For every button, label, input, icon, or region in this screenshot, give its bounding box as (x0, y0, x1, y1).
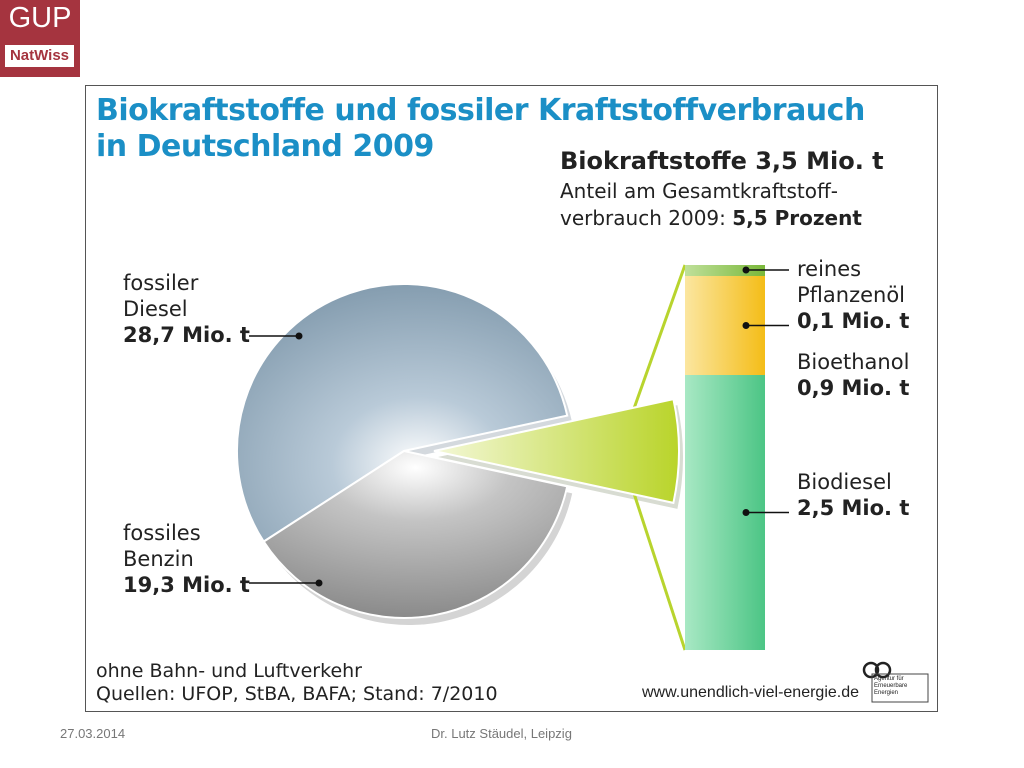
pie-slice-biokraftstoffe (433, 397, 680, 505)
biofuel-share: Anteil am Gesamtkraftstoff- verbrauch 20… (560, 178, 920, 232)
connector-line-top (632, 264, 687, 409)
pie-slice-fossiler-diesel (235, 283, 569, 543)
leader-dot-benzin (315, 579, 323, 587)
biofuel-share-line-1: Anteil am Gesamtkraftstoff- (560, 179, 838, 203)
logo-bottom-text: NatWiss (5, 45, 74, 67)
note-line-1: ohne Bahn- und Luftverkehr (96, 660, 362, 682)
agency-line-2: Erneuerbare (874, 683, 908, 689)
label-benzin-value: 19,3 Mio. t (123, 573, 250, 597)
source-url[interactable]: www.unendlich-viel-energie.de (642, 684, 860, 701)
infinity-icon (862, 661, 929, 703)
label-benzin-line-1: fossiles (123, 521, 201, 545)
label-pflanzenoel: reines Pflanzenöl 0,1 Mio. t (797, 256, 909, 334)
label-ethanol-value: 0,9 Mio. t (797, 376, 910, 400)
agency-name: Agentur für Erneuerbare Energien (874, 676, 907, 697)
leader-line-layer (249, 266, 789, 587)
biofuel-share-prefix: verbrauch 2009: (560, 206, 733, 230)
connector-line-bottom (632, 493, 687, 651)
footer-author: Dr. Lutz Stäudel, Leipzig (431, 726, 572, 741)
biofuel-total: Biokraftstoffe 3,5 Mio. t (560, 147, 884, 175)
pie-slice-fossiles-benzin (262, 449, 569, 619)
label-biodiesel-line-1: Biodiesel (797, 470, 892, 494)
gup-natwiss-logo: GUP NatWiss (0, 0, 80, 77)
chart-title-line-1: Biokraftstoffe und fossiler Kraftstoffve… (96, 93, 865, 128)
label-diesel-line-2: Diesel (123, 297, 188, 321)
chart-title-line-2: in Deutschland 2009 (96, 129, 434, 164)
connector-layer (632, 264, 687, 651)
agency-line-3: Energien (874, 690, 899, 696)
label-biodiesel: Biodiesel 2,5 Mio. t (797, 469, 909, 521)
note-line-2: Quellen: UFOP, StBA, BAFA; Stand: 7/2010 (96, 683, 498, 705)
label-diesel-line-1: fossiler (123, 271, 199, 295)
biofuel-share-line-2: verbrauch 2009: 5,5 Prozent (560, 205, 920, 232)
label-oil-value: 0,1 Mio. t (797, 309, 910, 333)
stacked-bar-layer (685, 265, 765, 650)
label-benzin-line-2: Benzin (123, 547, 194, 571)
logo-top-text: GUP (8, 2, 72, 34)
chart-title: Biokraftstoffe und fossiler Kraftstoffve… (96, 93, 916, 165)
label-oil-line-2: Pflanzenöl (797, 283, 906, 307)
agency-logo: Agentur für Erneuerbare Energien (858, 660, 930, 704)
source-notes: ohne Bahn- und Luftverkehr Quellen: UFOP… (96, 660, 498, 706)
chart-figure: Biokraftstoffe und fossiler Kraftstoffve… (85, 85, 938, 712)
leader-dot-diesel (295, 332, 303, 340)
label-fossiler-diesel: fossiler Diesel 28,7 Mio. t (123, 270, 250, 348)
label-fossiles-benzin: fossiles Benzin 19,3 Mio. t (123, 520, 250, 598)
pie-and-bar-chart (235, 264, 789, 651)
label-bioethanol: Bioethanol 0,9 Mio. t (797, 349, 909, 401)
label-ethanol-line-1: Bioethanol (797, 350, 910, 374)
bar-segment-pflanzenoel (685, 265, 765, 276)
label-diesel-value: 28,7 Mio. t (123, 323, 250, 347)
label-oil-line-1: reines (797, 257, 862, 281)
pie-slice-layer (235, 283, 680, 619)
biofuel-share-value: 5,5 Prozent (732, 206, 862, 230)
label-biodiesel-value: 2,5 Mio. t (797, 496, 910, 520)
agency-line-1: Agentur für (874, 676, 904, 682)
footer-date: 27.03.2014 (60, 726, 126, 741)
